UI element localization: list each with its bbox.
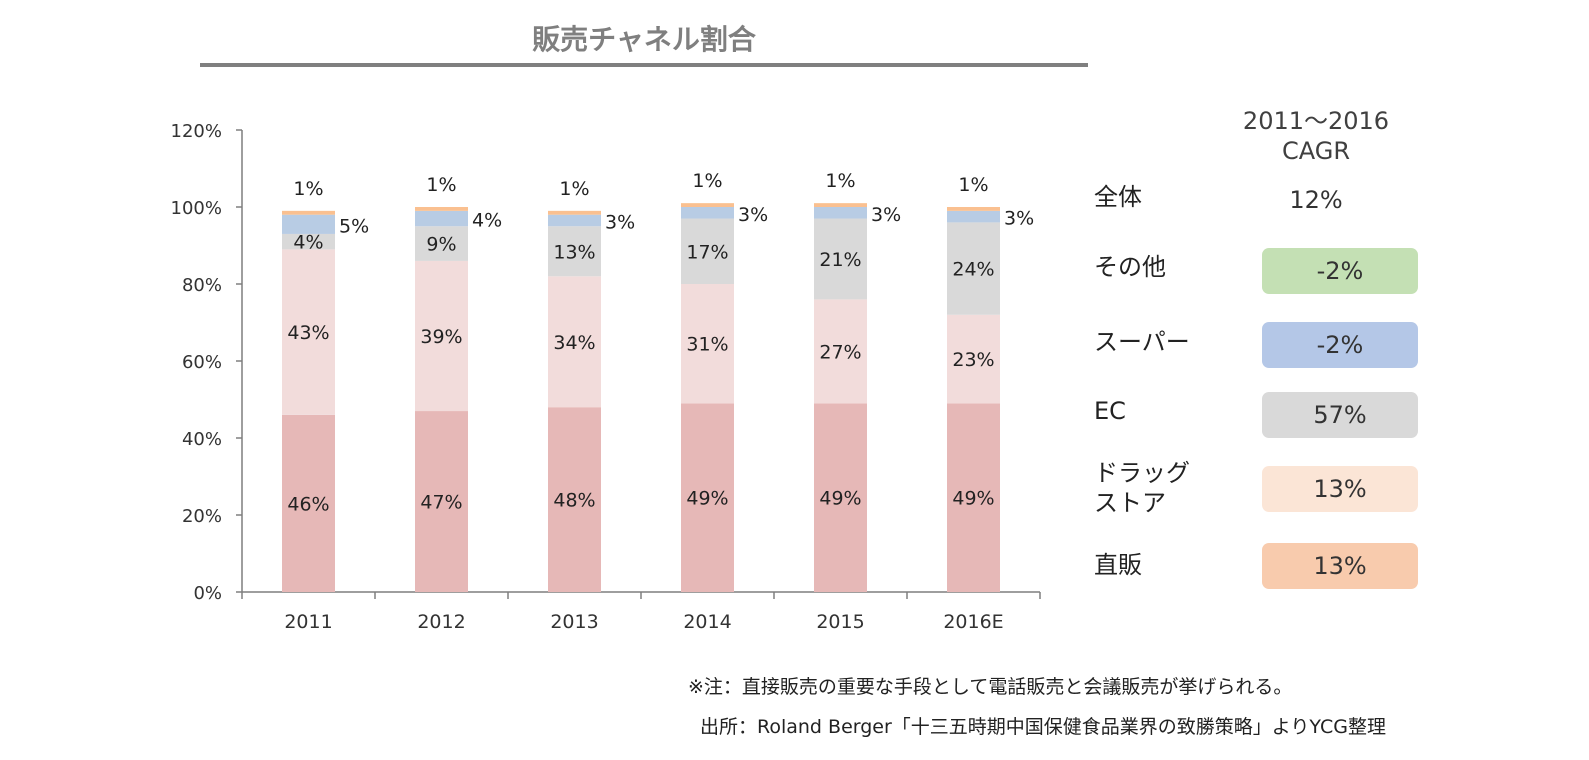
data-label: 1%	[559, 178, 589, 200]
cagr-label-total: 全体	[1094, 183, 1142, 211]
data-label: 9%	[426, 234, 456, 256]
y-tick-label: 100%	[171, 198, 222, 219]
cagr-label-ec: EC	[1094, 397, 1126, 425]
y-tick-label: 60%	[182, 352, 222, 373]
cagr-label-other: その他	[1094, 253, 1166, 281]
data-label: 3%	[605, 211, 635, 233]
bar-segment-4	[415, 210, 468, 227]
data-label: 39%	[420, 326, 462, 348]
cagr-header-period: 2011〜2016	[1242, 107, 1390, 135]
stacked-bar-chart: 0% 20% 40% 60% 80% 100% 120% 2011 46% 43% 4% 5% 1% 20…	[171, 121, 1041, 633]
bar-segment-2	[681, 284, 734, 404]
chart-title: 販売チャネル割合	[532, 23, 756, 56]
data-label: 1%	[692, 170, 722, 192]
bar-segment-4	[548, 214, 601, 227]
bar-segment-1	[548, 407, 601, 592]
bar-segment-3	[814, 218, 867, 300]
bar-segment-2	[548, 276, 601, 408]
cagr-badge-ec: 57%	[1262, 392, 1418, 438]
data-label: 47%	[420, 492, 462, 514]
data-label: 49%	[819, 488, 861, 510]
source-citation: 出所：Roland Berger「十三五時期中国保健食品業界の致勝策略」よりYC…	[700, 716, 1386, 738]
bar-segment-3	[282, 233, 335, 250]
bar-segment-2	[814, 299, 867, 404]
data-label: 23%	[952, 349, 994, 371]
bar-segment-3	[415, 226, 468, 261]
x-tick-label: 2012	[417, 611, 465, 633]
cagr-badge-direct-sales: 13%	[1262, 543, 1418, 589]
data-label: 3%	[738, 204, 768, 226]
x-tick-label: 2013	[550, 611, 598, 633]
cagr-label-supermarket: スーパー	[1094, 328, 1190, 356]
bar-segment-5	[814, 203, 867, 207]
x-tick-label: 2014	[683, 611, 731, 633]
bar-segment-5	[548, 210, 601, 215]
data-label: 4%	[293, 232, 323, 254]
cagr-value-total: 12%	[1289, 186, 1343, 214]
bar-segment-5	[681, 203, 734, 207]
y-tick-label: 40%	[182, 429, 222, 450]
data-label: 27%	[819, 341, 861, 363]
data-label: 17%	[686, 241, 728, 263]
bar-segment-4	[814, 207, 867, 219]
title-underline	[200, 63, 1088, 67]
bar-segment-4	[681, 207, 734, 219]
data-label: 43%	[287, 322, 329, 344]
data-label: 5%	[339, 215, 369, 237]
footnote: ※注：直接販売の重要な手段として電話販売と会議販売が挙げられる。	[688, 676, 1293, 698]
data-label: 1%	[426, 174, 456, 196]
bar-segment-1	[814, 403, 867, 592]
data-label: 46%	[287, 493, 329, 515]
bar-segment-3	[548, 226, 601, 277]
cagr-badge-drugstore: 13%	[1262, 466, 1418, 512]
y-tick-label: 20%	[182, 506, 222, 527]
cagr-label-direct-sales: 直販	[1094, 551, 1142, 579]
data-label: 31%	[686, 334, 728, 356]
data-label: 13%	[553, 241, 595, 263]
data-label: 34%	[553, 332, 595, 354]
data-label: 1%	[958, 174, 988, 196]
cagr-label-drugstore: ドラッグ ストア	[1094, 458, 1190, 518]
bar-segment-4	[282, 214, 335, 234]
data-label: 1%	[825, 170, 855, 192]
y-tick-label: 0%	[193, 583, 222, 604]
x-tick-label: 2016E	[943, 611, 1003, 633]
bar-segment-1	[681, 403, 734, 592]
data-label: 3%	[871, 204, 901, 226]
bar-segment-1	[415, 411, 468, 592]
data-label: 24%	[952, 259, 994, 281]
data-label: 49%	[686, 488, 728, 510]
y-tick-label: 120%	[171, 121, 222, 142]
bar-segment-2	[415, 260, 468, 412]
cagr-header-title: CAGR	[1281, 137, 1351, 165]
y-tick-label: 80%	[182, 275, 222, 296]
bar-segment-5	[282, 210, 335, 215]
data-label: 48%	[553, 490, 595, 512]
data-label: 3%	[1004, 208, 1034, 230]
bar-segment-3	[681, 218, 734, 284]
x-tick-label: 2015	[816, 611, 864, 633]
cagr-label-drugstore-line2: ストア	[1094, 489, 1166, 517]
bar-segment-1	[947, 403, 1000, 592]
data-label: 4%	[472, 210, 502, 232]
data-label: 21%	[819, 249, 861, 271]
bar-segment-4	[947, 210, 1000, 223]
bar-segment-2	[947, 314, 1000, 404]
cagr-header: 2011〜2016 CAGR	[1220, 106, 1412, 166]
bar-segment-3	[947, 222, 1000, 315]
bar-segment-2	[282, 249, 335, 415]
bar-segment-5	[415, 207, 468, 211]
data-label: 1%	[293, 178, 323, 200]
cagr-badge-other: -2%	[1262, 248, 1418, 294]
bar-segment-5	[947, 207, 1000, 211]
x-tick-label: 2011	[284, 611, 332, 633]
bar-segment-1	[282, 414, 335, 592]
cagr-badge-supermarket: -2%	[1262, 322, 1418, 368]
data-label: 49%	[952, 488, 994, 510]
cagr-label-drugstore-line1: ドラッグ	[1094, 459, 1190, 487]
